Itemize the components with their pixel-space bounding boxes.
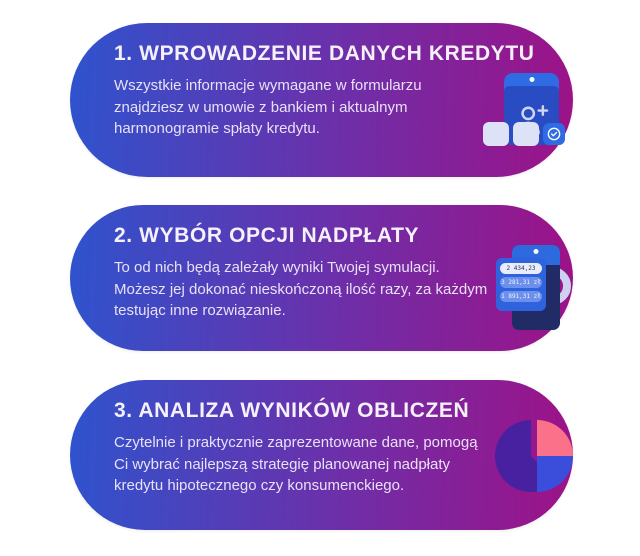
step-1-title: 1. WPROWADZENIE DANYCH KREDYTU	[114, 42, 535, 65]
amount-pill: 1 891,31 zł	[500, 291, 542, 302]
step-2-description: To od nich będą zależały wyniki Twojej s…	[114, 259, 488, 320]
check-circle-icon	[543, 123, 565, 145]
step-card-3-content: 3. ANALIZA WYNIKÓW OBLICZEŃ Czytelnie i …	[114, 399, 478, 496]
phone-add-user-icon	[471, 71, 567, 157]
step-card-1-content: 1. WPROWADZENIE DANYCH KREDYTU Wszystkie…	[114, 42, 535, 139]
payment-amounts-panel: 2 434,23 3 281,31 zł 1 891,31 zł	[496, 258, 546, 311]
pie-chart-icon	[481, 414, 573, 506]
amount-pill: 2 434,23	[500, 263, 542, 274]
step-1-description: Wszystkie informacje wymagane w formular…	[114, 77, 422, 138]
step-card-1: 1. WPROWADZENIE DANYCH KREDYTU Wszystkie…	[70, 23, 573, 177]
step-3-description: Czytelnie i praktycznie zaprezentowane d…	[114, 434, 478, 495]
step-3-title: 3. ANALIZA WYNIKÓW OBLICZEŃ	[114, 399, 470, 422]
step-card-2-content: 2. WYBÓR OPCJI NADPŁATY To od nich będą …	[114, 224, 487, 321]
step-2-title: 2. WYBÓR OPCJI NADPŁATY	[114, 224, 420, 247]
amount-pill: 3 281,31 zł	[500, 277, 542, 288]
camera-dot	[529, 77, 534, 82]
form-field-chip	[483, 122, 509, 146]
step-card-3: 3. ANALIZA WYNIKÓW OBLICZEŃ Czytelnie i …	[70, 380, 573, 530]
step-card-2: 2. WYBÓR OPCJI NADPŁATY To od nich będą …	[70, 205, 573, 351]
phone-payment-amounts-icon: 2 434,23 3 281,31 zł 1 891,31 zł	[469, 241, 571, 345]
form-field-chip	[513, 122, 539, 146]
camera-dot	[533, 249, 539, 254]
